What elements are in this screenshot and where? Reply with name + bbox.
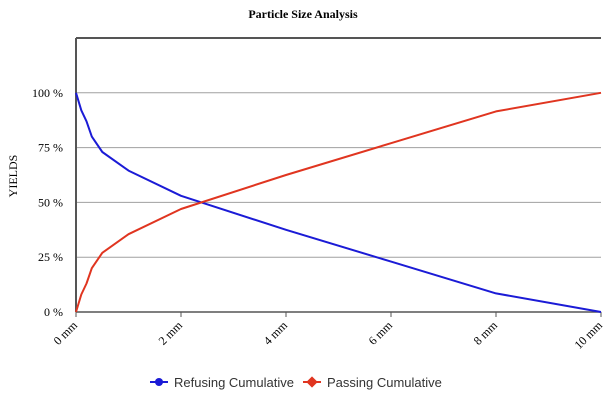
x-tick-label: 8 mm <box>471 318 501 348</box>
legend-marker-diamond <box>306 376 318 388</box>
legend-marker-circle <box>155 378 163 386</box>
x-tick-label: 0 mm <box>51 318 81 348</box>
y-tick-label: 25 % <box>38 250 63 264</box>
series-lines <box>75 91 602 313</box>
x-tick-label: 6 mm <box>366 318 396 348</box>
x-tick-labels: 0 mm 2 mm 4 mm 6 mm 8 mm 10 mm <box>51 318 606 352</box>
x-tick-label: 4 mm <box>261 318 291 348</box>
y-axis-label: YIELDS <box>6 155 20 198</box>
y-tick-label: 50 % <box>38 195 63 209</box>
legend-item-passing[interactable]: Passing Cumulative <box>303 375 442 390</box>
x-tick-label: 2 mm <box>156 318 186 348</box>
legend-label: Refusing Cumulative <box>174 375 294 390</box>
y-tick-label: 75 % <box>38 141 63 155</box>
legend[interactable]: Refusing Cumulative Passing Cumulative <box>150 375 442 390</box>
legend-label: Passing Cumulative <box>327 375 442 390</box>
y-tick-labels: 0 % 25 % 50 % 75 % 100 % <box>32 86 63 319</box>
series-line-passing <box>75 91 602 313</box>
chart-title: Particle Size Analysis <box>248 7 358 21</box>
legend-item-refusing[interactable]: Refusing Cumulative <box>150 375 294 390</box>
grid-lines <box>76 92 601 258</box>
x-tick-label: 10 mm <box>571 318 605 352</box>
y-tick-label: 100 % <box>32 86 63 100</box>
y-tick-label: 0 % <box>44 305 63 319</box>
series-line-refusing <box>75 92 602 313</box>
axes <box>75 37 602 317</box>
